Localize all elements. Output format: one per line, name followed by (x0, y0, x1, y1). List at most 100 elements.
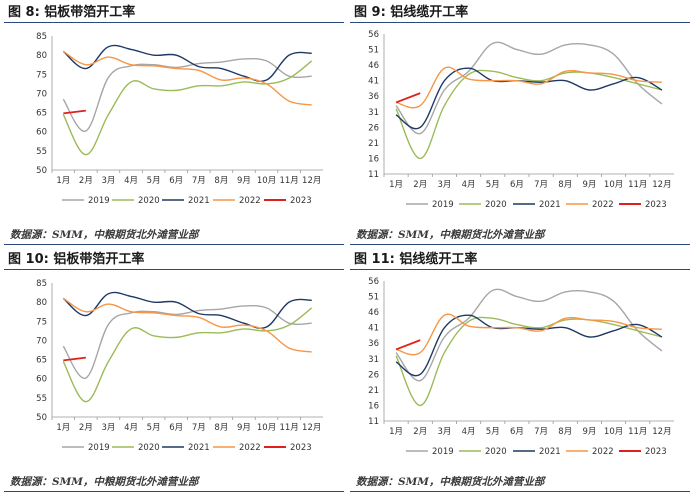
legend-label-2022: 2022 (592, 200, 614, 210)
chart-title: 图 11: 铝线缆开工率 (354, 252, 478, 267)
legend-label-2019: 2019 (432, 200, 454, 210)
source-note: 数据源：SMM，中粮期货北外滩营业部 (356, 476, 545, 488)
legend-label-2019: 2019 (88, 196, 110, 206)
x-tick-label: 7月 (192, 423, 206, 433)
x-tick-label: 11月 (279, 176, 298, 186)
bottom-rule (350, 491, 690, 492)
x-tick-label: 8月 (558, 180, 572, 190)
y-tick-label: 70 (36, 89, 47, 99)
series-line-2021 (395, 314, 663, 377)
y-tick-label: 70 (36, 336, 47, 346)
x-tick-label: 5月 (147, 423, 161, 433)
y-tick-label: 31 (368, 108, 379, 118)
source-note: 数据源：SMM，中粮期货北外滩营业部 (356, 229, 545, 241)
legend-label-2022: 2022 (239, 196, 261, 206)
x-tick-label: 9月 (237, 176, 251, 186)
series-line-2023 (63, 356, 86, 362)
x-tick-label: 4月 (462, 180, 476, 190)
x-tick-label: 7月 (534, 180, 548, 190)
x-tick-label: 6月 (169, 423, 183, 433)
legend-label-2023: 2023 (290, 443, 312, 453)
x-tick-label: 9月 (582, 180, 596, 190)
title-rule (350, 269, 690, 270)
series-line-2021 (395, 67, 663, 130)
x-tick-label: 5月 (486, 180, 500, 190)
x-tick-label: 11月 (279, 423, 298, 433)
bottom-rule (4, 244, 344, 245)
x-tick-label: 6月 (510, 180, 524, 190)
x-tick-label: 10月 (257, 423, 276, 433)
y-tick-label: 50 (36, 166, 47, 176)
y-tick-label: 75 (36, 317, 47, 327)
x-tick-label: 3月 (437, 427, 451, 437)
x-tick-label: 7月 (534, 427, 548, 437)
x-tick-label: 6月 (510, 427, 524, 437)
x-tick-label: 12月 (302, 176, 321, 186)
x-tick-label: 2月 (79, 423, 93, 433)
line-chart-fig9: 11 16 21 26 31 36 41 46 51 56 1月 2月 3月 4月 5月 6月 7月 8月 9月 10… (368, 30, 674, 210)
x-tick-label: 2月 (79, 176, 93, 186)
series-line-2023 (63, 109, 86, 115)
series-line-2020 (395, 69, 663, 160)
chart-panel-fig8: 图 8: 铝板带箔开工率 50 55 60 65 70 75 80 85 1月 2月 3月 4月 5月 6… (0, 0, 346, 246)
y-tick-label: 65 (36, 109, 47, 119)
legend-label-2020: 2020 (485, 447, 507, 457)
line-chart-fig8: 50 55 60 65 70 75 80 85 1月 2月 3月 4月 5月 6月 7月 8月 9月 10月 11月… (36, 32, 323, 206)
legend-label-2020: 2020 (138, 443, 160, 453)
y-tick-label: 55 (36, 394, 47, 404)
source-note: 数据源：SMM，中粮期货北外滩营业部 (10, 476, 199, 488)
x-tick-label: 9月 (237, 423, 251, 433)
y-tick-label: 41 (368, 324, 379, 334)
y-tick-label: 75 (36, 70, 47, 80)
chart-title: 图 8: 铝板带箔开工率 (8, 5, 136, 20)
chart-title: 图 10: 铝板带箔开工率 (8, 252, 145, 267)
title-rule (350, 22, 690, 23)
x-tick-label: 1月 (389, 427, 403, 437)
y-tick-label: 51 (368, 293, 379, 303)
x-tick-label: 12月 (302, 423, 321, 433)
bottom-rule (350, 244, 690, 245)
y-tick-label: 26 (368, 123, 379, 133)
y-tick-label: 46 (368, 308, 379, 318)
series-line-2023 (395, 339, 421, 351)
legend-label-2022: 2022 (592, 447, 614, 457)
x-tick-label: 3月 (101, 176, 115, 186)
x-tick-label: 1月 (56, 423, 70, 433)
x-tick-label: 9月 (582, 427, 596, 437)
series-line-2022 (395, 313, 662, 356)
x-tick-label: 5月 (147, 176, 161, 186)
x-tick-label: 7月 (192, 176, 206, 186)
series-line-2020 (62, 60, 313, 156)
legend-label-2021: 2021 (539, 447, 561, 457)
chart-panel-fig9: 图 9: 铝线缆开工率 11 16 21 26 31 36 41 46 51 56 1月 2月 3月 4月… (346, 0, 692, 246)
series-line-2021 (62, 291, 312, 330)
y-tick-label: 21 (368, 139, 379, 149)
series-line-2020 (62, 307, 313, 403)
y-tick-label: 65 (36, 356, 47, 366)
legend-label-2022: 2022 (239, 443, 261, 453)
x-tick-label: 4月 (124, 176, 138, 186)
y-tick-label: 60 (36, 375, 47, 385)
x-tick-label: 1月 (56, 176, 70, 186)
y-tick-label: 11 (368, 417, 379, 427)
x-tick-label: 8月 (214, 176, 228, 186)
y-tick-label: 80 (36, 298, 47, 308)
legend-label-2020: 2020 (485, 200, 507, 210)
x-tick-label: 10月 (604, 180, 623, 190)
y-tick-label: 16 (368, 401, 379, 411)
x-tick-label: 4月 (124, 423, 138, 433)
x-tick-label: 1月 (389, 180, 403, 190)
bottom-rule (4, 491, 344, 492)
y-tick-label: 26 (368, 370, 379, 380)
y-tick-label: 36 (368, 339, 379, 349)
title-rule (4, 269, 344, 270)
legend-label-2023: 2023 (290, 196, 312, 206)
x-tick-label: 11月 (628, 180, 647, 190)
series-line-2022 (62, 297, 312, 353)
x-tick-label: 6月 (169, 176, 183, 186)
x-tick-label: 10月 (257, 176, 276, 186)
y-tick-label: 16 (368, 154, 379, 164)
y-tick-label: 41 (368, 77, 379, 87)
source-note: 数据源：SMM，中粮期货北外滩营业部 (10, 229, 199, 241)
chart-panel-fig10: 图 10: 铝板带箔开工率 50 55 60 65 70 75 80 85 1月 2月 3月 4月 5月… (0, 247, 346, 493)
